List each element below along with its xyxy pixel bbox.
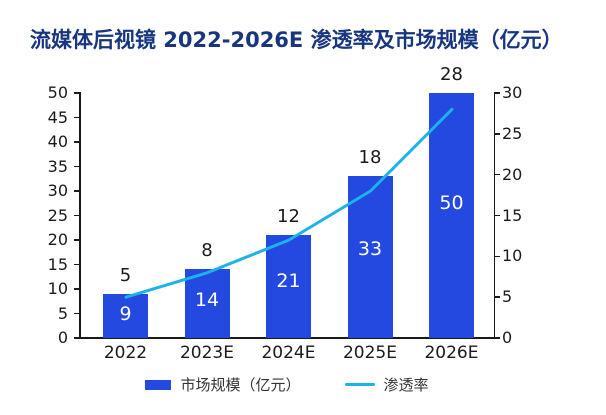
bar-value-label-2023E: 14 — [194, 289, 220, 312]
y-axis-left-tick-label: 15 — [47, 254, 68, 274]
y-axis-left-tick-mark — [74, 239, 79, 241]
y-axis-right-tick-mark — [495, 337, 500, 339]
x-tick-label-2024E: 2024E — [261, 343, 316, 363]
y-axis-left-line — [79, 92, 81, 338]
x-tick-label-2025E: 2025E — [342, 343, 397, 363]
penetration-value-label-2026E: 28 — [440, 64, 463, 85]
penetration-value-label-2024E: 12 — [277, 206, 300, 228]
y-axis-right-tick-mark — [495, 255, 500, 258]
y-axis-left-tick-label: 5 — [57, 303, 68, 323]
y-axis-left-tick-mark — [74, 214, 79, 217]
y-axis-left-tick-mark — [74, 337, 79, 339]
penetration-rate-line — [124, 107, 453, 299]
legend-label-penetration: 渗透率 — [383, 376, 429, 394]
x-tick-label-2022: 2022 — [103, 343, 148, 363]
penetration-value-label-2022: 5 — [119, 264, 132, 286]
y-axis-left-tick-mark — [74, 141, 79, 143]
y-axis-left-tick-mark — [74, 263, 79, 266]
y-axis-left-tick-label: 45 — [47, 107, 68, 127]
bar-value-label-2025E: 33 — [357, 238, 383, 261]
legend-item-penetration: 渗透率 — [344, 374, 429, 395]
y-axis-left-tick-label: 0 — [57, 328, 68, 347]
chart-title: 流媒体后视镜 2022-2026E 渗透率及市场规模（亿元） — [30, 28, 563, 52]
line-series-swatch-icon — [344, 383, 375, 386]
y-axis-right-tick-label: 20 — [502, 164, 523, 184]
x-tick-label-2026E: 2026E — [424, 343, 479, 363]
legend-label-market-size: 市场规模（亿元） — [180, 376, 301, 394]
y-axis-right-tick-label: 15 — [502, 205, 523, 225]
y-axis-left-tick-label: 40 — [47, 132, 68, 151]
y-axis-right-tick-mark — [495, 173, 500, 176]
y-axis-left-tick-label: 20 — [47, 230, 68, 249]
bar-2024E — [266, 235, 311, 338]
penetration-value-label-2025E: 18 — [358, 147, 382, 169]
y-axis-right-line — [493, 92, 495, 338]
y-axis-left-tick-label: 35 — [47, 156, 68, 176]
y-axis-left-tick-mark — [74, 190, 79, 192]
bar-2022 — [103, 293, 148, 338]
bar-2023E — [184, 269, 230, 338]
x-tick-label-2023E: 2023E — [179, 343, 234, 363]
y-axis-right-tick-mark — [495, 296, 500, 298]
y-axis-left-tick-label: 25 — [47, 205, 68, 225]
y-axis-left-tick-mark — [74, 312, 79, 315]
y-axis-left-tick-label: 10 — [47, 279, 68, 298]
legend-item-market-size: 市场规模（亿元） — [145, 374, 301, 395]
bar-value-label-2024E: 21 — [276, 270, 301, 293]
y-axis-right-tick-label: 0 — [502, 328, 513, 347]
penetration-value-label-2023E: 8 — [201, 240, 213, 262]
bar-series-swatch-icon — [145, 379, 172, 390]
y-axis-left-tick-mark — [74, 288, 79, 290]
y-axis-right-tick-label: 10 — [502, 246, 523, 266]
y-axis-left-tick-mark — [74, 92, 79, 94]
legend: 市场规模（亿元） 渗透率 — [80, 374, 494, 395]
y-axis-left-tick-label: 50 — [47, 83, 68, 102]
y-axis-right-tick-mark — [495, 133, 500, 135]
bar-value-label-2022: 9 — [119, 302, 132, 325]
y-axis-right-tick-mark — [495, 92, 500, 94]
y-axis-right-tick-mark — [495, 214, 500, 217]
y-axis-left-tick-mark — [74, 116, 79, 119]
y-axis-left-tick-mark — [74, 165, 79, 168]
bar-2025E — [347, 176, 393, 338]
y-axis-left-tick-label: 30 — [47, 181, 68, 200]
y-axis-right-tick-label: 5 — [502, 287, 513, 307]
y-axis-right-tick-label: 25 — [502, 123, 523, 143]
bar-2026E — [429, 93, 474, 338]
bar-value-label-2026E: 50 — [439, 192, 464, 215]
y-axis-right-tick-label: 30 — [502, 83, 523, 102]
